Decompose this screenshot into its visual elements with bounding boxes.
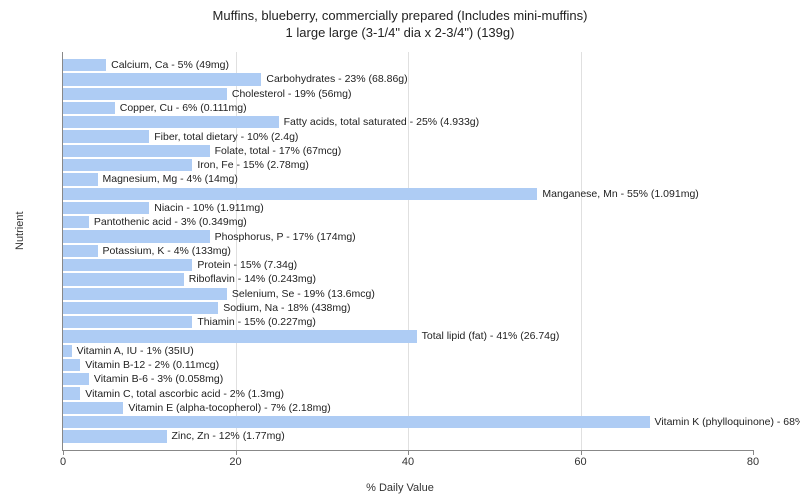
bar xyxy=(63,259,192,271)
bar xyxy=(63,430,167,442)
bar-label: Iron, Fe - 15% (2.78mg) xyxy=(192,158,308,172)
x-tick-mark xyxy=(581,450,582,455)
x-tick-mark xyxy=(63,450,64,455)
bar-label: Thiamin - 15% (0.227mg) xyxy=(192,315,315,329)
bar xyxy=(63,202,149,214)
bar-row: Pantothenic acid - 3% (0.349mg) xyxy=(63,215,753,229)
bar xyxy=(63,88,227,100)
bar xyxy=(63,216,89,228)
bar-row: Thiamin - 15% (0.227mg) xyxy=(63,315,753,329)
bar-row: Sodium, Na - 18% (438mg) xyxy=(63,301,753,315)
bar-label: Magnesium, Mg - 4% (14mg) xyxy=(98,172,238,186)
title-line-1: Muffins, blueberry, commercially prepare… xyxy=(0,8,800,25)
bar-label: Sodium, Na - 18% (438mg) xyxy=(218,301,350,315)
bar-label: Potassium, K - 4% (133mg) xyxy=(98,244,231,258)
bar-label: Riboflavin - 14% (0.243mg) xyxy=(184,272,316,286)
bar xyxy=(63,188,537,200)
bar-row: Manganese, Mn - 55% (1.091mg) xyxy=(63,187,753,201)
bar-label: Pantothenic acid - 3% (0.349mg) xyxy=(89,215,247,229)
bar-row: Protein - 15% (7.34g) xyxy=(63,258,753,272)
bar-row: Vitamin A, IU - 1% (35IU) xyxy=(63,344,753,358)
title-line-2: 1 large large (3-1/4" dia x 2-3/4") (139… xyxy=(0,25,800,42)
bar-row: Cholesterol - 19% (56mg) xyxy=(63,87,753,101)
x-axis-label: % Daily Value xyxy=(0,482,800,494)
bar-row: Fatty acids, total saturated - 25% (4.93… xyxy=(63,115,753,129)
bar-label: Vitamin A, IU - 1% (35IU) xyxy=(72,344,194,358)
x-tick-label: 0 xyxy=(60,456,66,468)
x-tick-label: 20 xyxy=(229,456,241,468)
bar-label: Cholesterol - 19% (56mg) xyxy=(227,87,352,101)
x-tick-mark xyxy=(408,450,409,455)
chart-title: Muffins, blueberry, commercially prepare… xyxy=(0,0,800,42)
y-axis-label: Nutrient xyxy=(14,211,26,250)
bar-row: Folate, total - 17% (67mcg) xyxy=(63,144,753,158)
bar-label: Vitamin E (alpha-tocopherol) - 7% (2.18m… xyxy=(123,401,330,415)
bar xyxy=(63,316,192,328)
bar xyxy=(63,402,123,414)
x-tick-label: 80 xyxy=(747,456,759,468)
bar-row: Calcium, Ca - 5% (49mg) xyxy=(63,58,753,72)
bar xyxy=(63,345,72,357)
bar xyxy=(63,159,192,171)
bar xyxy=(63,230,210,242)
bar-row: Vitamin B-6 - 3% (0.058mg) xyxy=(63,372,753,386)
bar xyxy=(63,330,417,342)
bar-row: Fiber, total dietary - 10% (2.4g) xyxy=(63,129,753,143)
bar-label: Carbohydrates - 23% (68.86g) xyxy=(261,72,407,86)
bar-row: Carbohydrates - 23% (68.86g) xyxy=(63,72,753,86)
bar-row: Potassium, K - 4% (133mg) xyxy=(63,244,753,258)
bar xyxy=(63,387,80,399)
bar-label: Vitamin B-12 - 2% (0.11mcg) xyxy=(80,358,219,372)
bar xyxy=(63,302,218,314)
bar-row: Vitamin B-12 - 2% (0.11mcg) xyxy=(63,358,753,372)
bar-row: Riboflavin - 14% (0.243mg) xyxy=(63,272,753,286)
bar-label: Phosphorus, P - 17% (174mg) xyxy=(210,229,356,243)
bar-row: Iron, Fe - 15% (2.78mg) xyxy=(63,158,753,172)
bar-row: Vitamin C, total ascorbic acid - 2% (1.3… xyxy=(63,386,753,400)
bar-row: Vitamin K (phylloquinone) - 68% (54.5mcg… xyxy=(63,415,753,429)
bar-label: Vitamin C, total ascorbic acid - 2% (1.3… xyxy=(80,386,284,400)
bar xyxy=(63,130,149,142)
bar xyxy=(63,359,80,371)
bar-label: Manganese, Mn - 55% (1.091mg) xyxy=(537,187,698,201)
bar-label: Copper, Cu - 6% (0.111mg) xyxy=(115,101,247,115)
bar-label: Fiber, total dietary - 10% (2.4g) xyxy=(149,129,298,143)
bars-group: Calcium, Ca - 5% (49mg) Carbohydrates - 2… xyxy=(63,58,753,444)
bar xyxy=(63,59,106,71)
bar xyxy=(63,288,227,300)
plot-area: Calcium, Ca - 5% (49mg) Carbohydrates - 2… xyxy=(62,52,753,451)
bar-label: Calcium, Ca - 5% (49mg) xyxy=(106,58,229,72)
bar xyxy=(63,245,98,257)
bar-row: Phosphorus, P - 17% (174mg) xyxy=(63,229,753,243)
bar-label: Niacin - 10% (1.911mg) xyxy=(149,201,264,215)
nutrient-chart: Muffins, blueberry, commercially prepare… xyxy=(0,0,800,500)
bar xyxy=(63,416,650,428)
bar-row: Selenium, Se - 19% (13.6mcg) xyxy=(63,287,753,301)
bar-row: Niacin - 10% (1.911mg) xyxy=(63,201,753,215)
x-tick-mark xyxy=(753,450,754,455)
bar-label: Protein - 15% (7.34g) xyxy=(192,258,297,272)
bar xyxy=(63,145,210,157)
x-tick-label: 60 xyxy=(574,456,586,468)
bar-label: Zinc, Zn - 12% (1.77mg) xyxy=(167,429,285,443)
bar-label: Selenium, Se - 19% (13.6mcg) xyxy=(227,287,375,301)
bar-row: Total lipid (fat) - 41% (26.74g) xyxy=(63,329,753,343)
bar xyxy=(63,73,261,85)
bar-row: Magnesium, Mg - 4% (14mg) xyxy=(63,172,753,186)
bar-label: Vitamin K (phylloquinone) - 68% (54.5mcg… xyxy=(650,415,800,429)
bar xyxy=(63,102,115,114)
bar-label: Total lipid (fat) - 41% (26.74g) xyxy=(417,329,560,343)
bar-label: Fatty acids, total saturated - 25% (4.93… xyxy=(279,115,480,129)
x-tick-label: 40 xyxy=(402,456,414,468)
bar-label: Folate, total - 17% (67mcg) xyxy=(210,144,342,158)
bar xyxy=(63,173,98,185)
bar xyxy=(63,373,89,385)
bar-row: Vitamin E (alpha-tocopherol) - 7% (2.18m… xyxy=(63,401,753,415)
bar xyxy=(63,273,184,285)
bar-row: Zinc, Zn - 12% (1.77mg) xyxy=(63,429,753,443)
bar-label: Vitamin B-6 - 3% (0.058mg) xyxy=(89,372,223,386)
x-tick-mark xyxy=(236,450,237,455)
bar xyxy=(63,116,279,128)
bar-row: Copper, Cu - 6% (0.111mg) xyxy=(63,101,753,115)
